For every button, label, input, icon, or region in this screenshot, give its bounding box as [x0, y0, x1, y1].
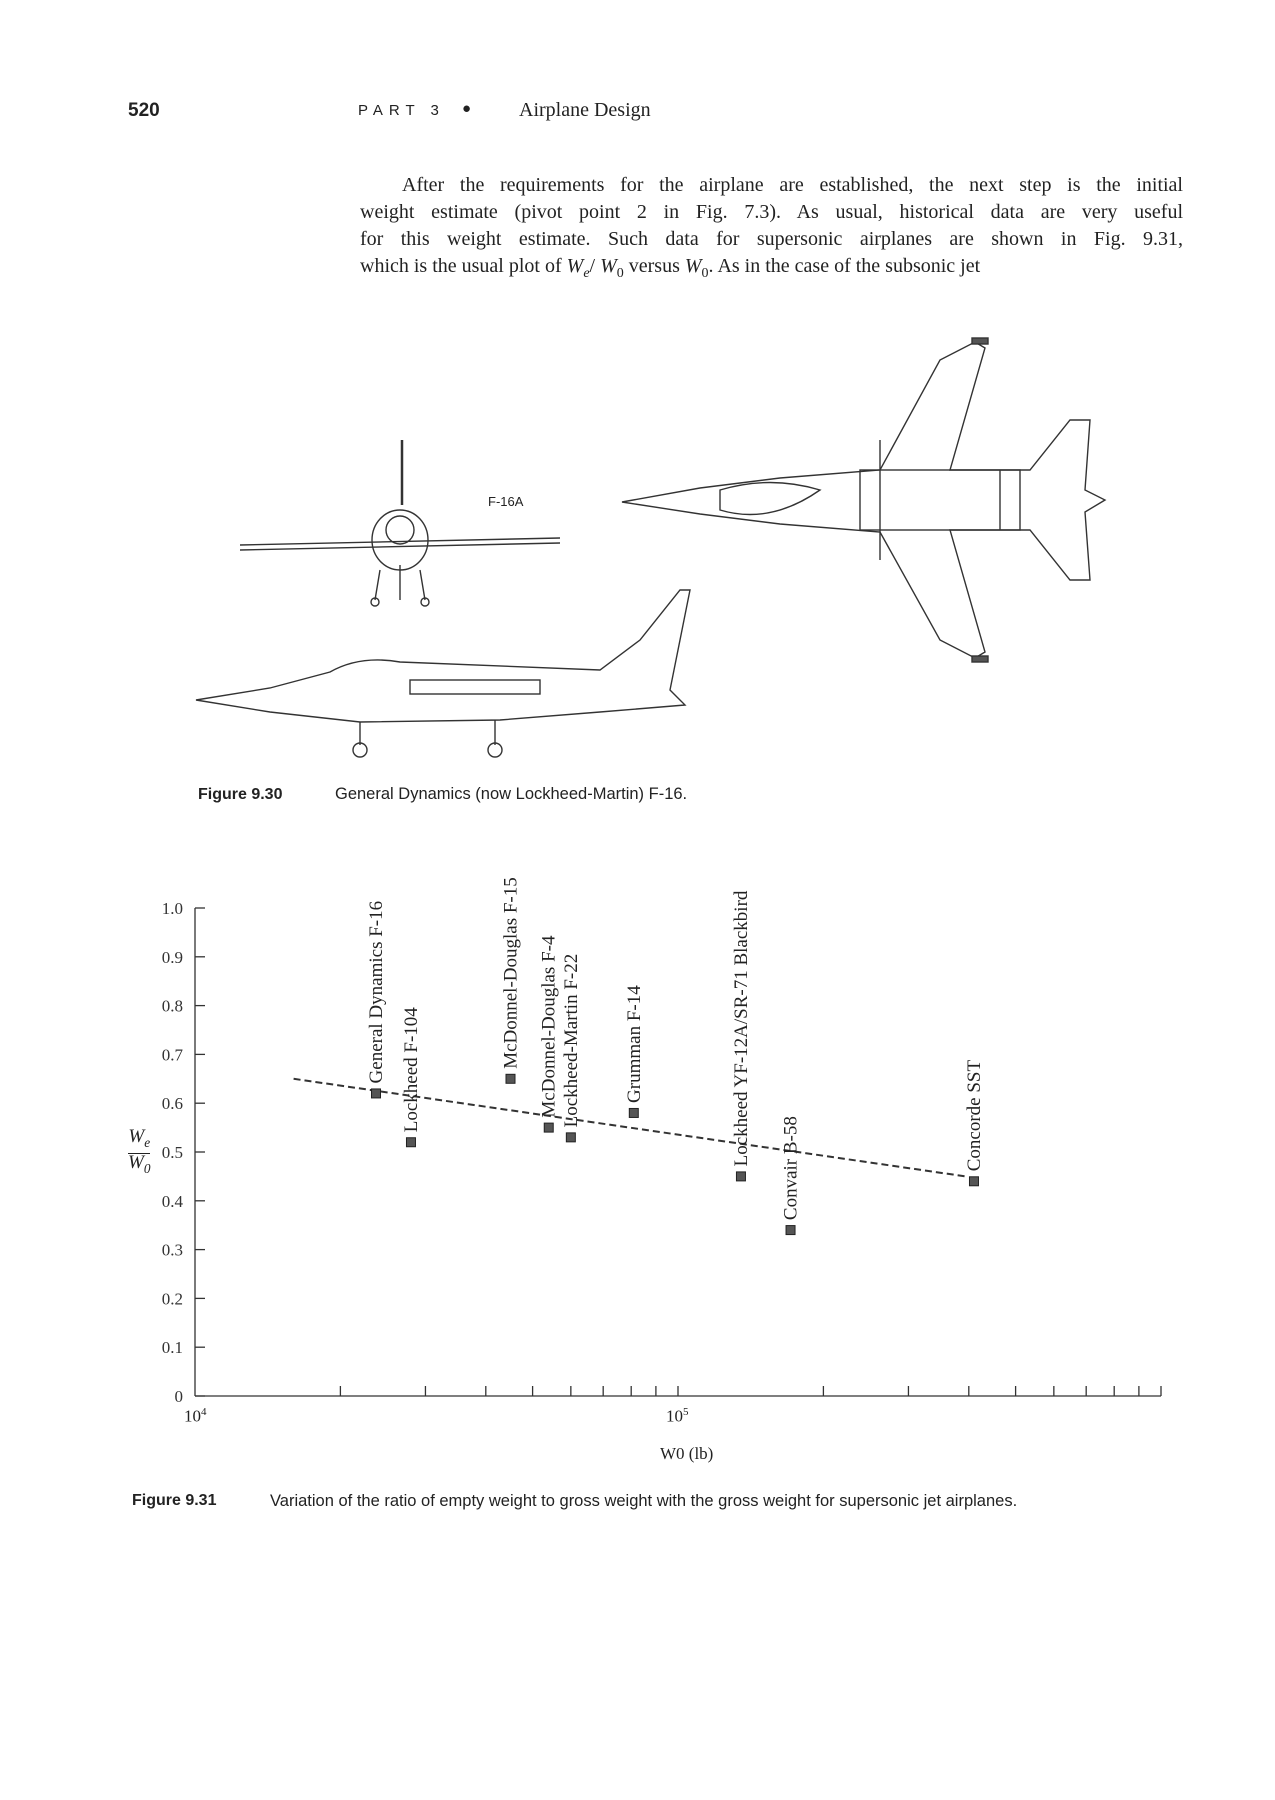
y-tick-label: 0.1	[162, 1338, 183, 1357]
paragraph-line: for this weight estimate. Such data for …	[360, 228, 1183, 250]
figure-931-caption: Variation of the ratio of empty weight t…	[270, 1492, 1018, 1510]
x-axis-label: W0 (lb)	[660, 1444, 714, 1463]
text: versus	[623, 255, 685, 277]
y-tick-label: 1.0	[162, 899, 183, 918]
y-tick-label: 0.8	[162, 997, 183, 1016]
data-point-label: Convair B-58	[781, 1116, 802, 1220]
data-point-marker	[565, 1132, 576, 1143]
figure-931-label: Figure 9.31	[132, 1492, 217, 1509]
data-point-label: McDonnel-Douglas F-15	[501, 877, 522, 1069]
data-point-marker	[405, 1137, 416, 1148]
data-point-label: Concorde SST	[964, 1060, 985, 1172]
y-tick-label: 0.3	[162, 1241, 183, 1260]
paragraph-line: which is the usual plot of We/ W0 versus…	[360, 253, 1183, 287]
y-tick-label: 0.4	[162, 1192, 184, 1211]
paragraph-line: weight estimate (pivot point 2 in Fig. 7…	[360, 201, 1183, 223]
y-axis-label: We W0	[128, 1126, 151, 1176]
drawing-label: F-16A	[488, 494, 524, 509]
x-tick-label: 105	[666, 1406, 689, 1426]
data-point-label: Lockheed F-104	[401, 1007, 422, 1133]
running-head-part: PART 3	[358, 102, 445, 119]
x-tick-label: 104	[184, 1406, 207, 1426]
trend-line	[293, 1077, 966, 1178]
data-point-marker	[785, 1225, 796, 1236]
data-point-marker	[505, 1073, 516, 1084]
y-tick-label: 0.6	[162, 1094, 183, 1113]
y-tick-label: 0.9	[162, 948, 183, 967]
data-point-label: Grumman F-14	[624, 985, 645, 1103]
paragraph-line: After the requirements for the airplane …	[402, 174, 1183, 196]
f16-top-view	[621, 337, 1107, 663]
y-tick-label: 0.5	[162, 1143, 183, 1162]
data-point-label: Lockheed-Martin F-22	[561, 954, 582, 1128]
text: which is the usual plot of	[360, 255, 567, 277]
math: W	[600, 255, 617, 277]
text: . As in the case of the subsonic jet	[708, 255, 981, 277]
data-point-marker	[735, 1171, 746, 1182]
data-point-marker	[543, 1122, 554, 1133]
text: /	[589, 255, 601, 277]
f16-three-view-drawing	[195, 337, 1107, 758]
data-point-label: Lockheed YF-12A/SR-71 Blackbird	[731, 890, 752, 1166]
y-tick-label: 0	[175, 1387, 184, 1406]
running-head-title: Airplane Design	[519, 99, 651, 121]
data-point-label: General Dynamics F-16	[366, 901, 387, 1084]
math: W	[566, 255, 584, 277]
f16-front-view	[239, 440, 561, 607]
bullet-icon: ●	[462, 101, 472, 117]
math: e	[583, 266, 590, 281]
math: 0	[616, 266, 624, 281]
figure-930-caption: General Dynamics (now Lockheed-Martin) F…	[335, 785, 688, 803]
data-point-marker	[371, 1088, 382, 1099]
math: W	[684, 255, 702, 277]
figure-930-label: Figure 9.30	[198, 786, 283, 803]
page-number: 520	[128, 100, 160, 121]
y-tick-label: 0.7	[162, 1045, 184, 1064]
math: 0	[701, 266, 709, 281]
y-tick-label: 0.2	[162, 1289, 183, 1308]
data-point-marker	[968, 1176, 979, 1187]
data-point-marker	[628, 1107, 639, 1118]
data-point-label: McDonnel-Douglas F-4	[539, 935, 560, 1118]
f16-side-view	[195, 589, 691, 758]
